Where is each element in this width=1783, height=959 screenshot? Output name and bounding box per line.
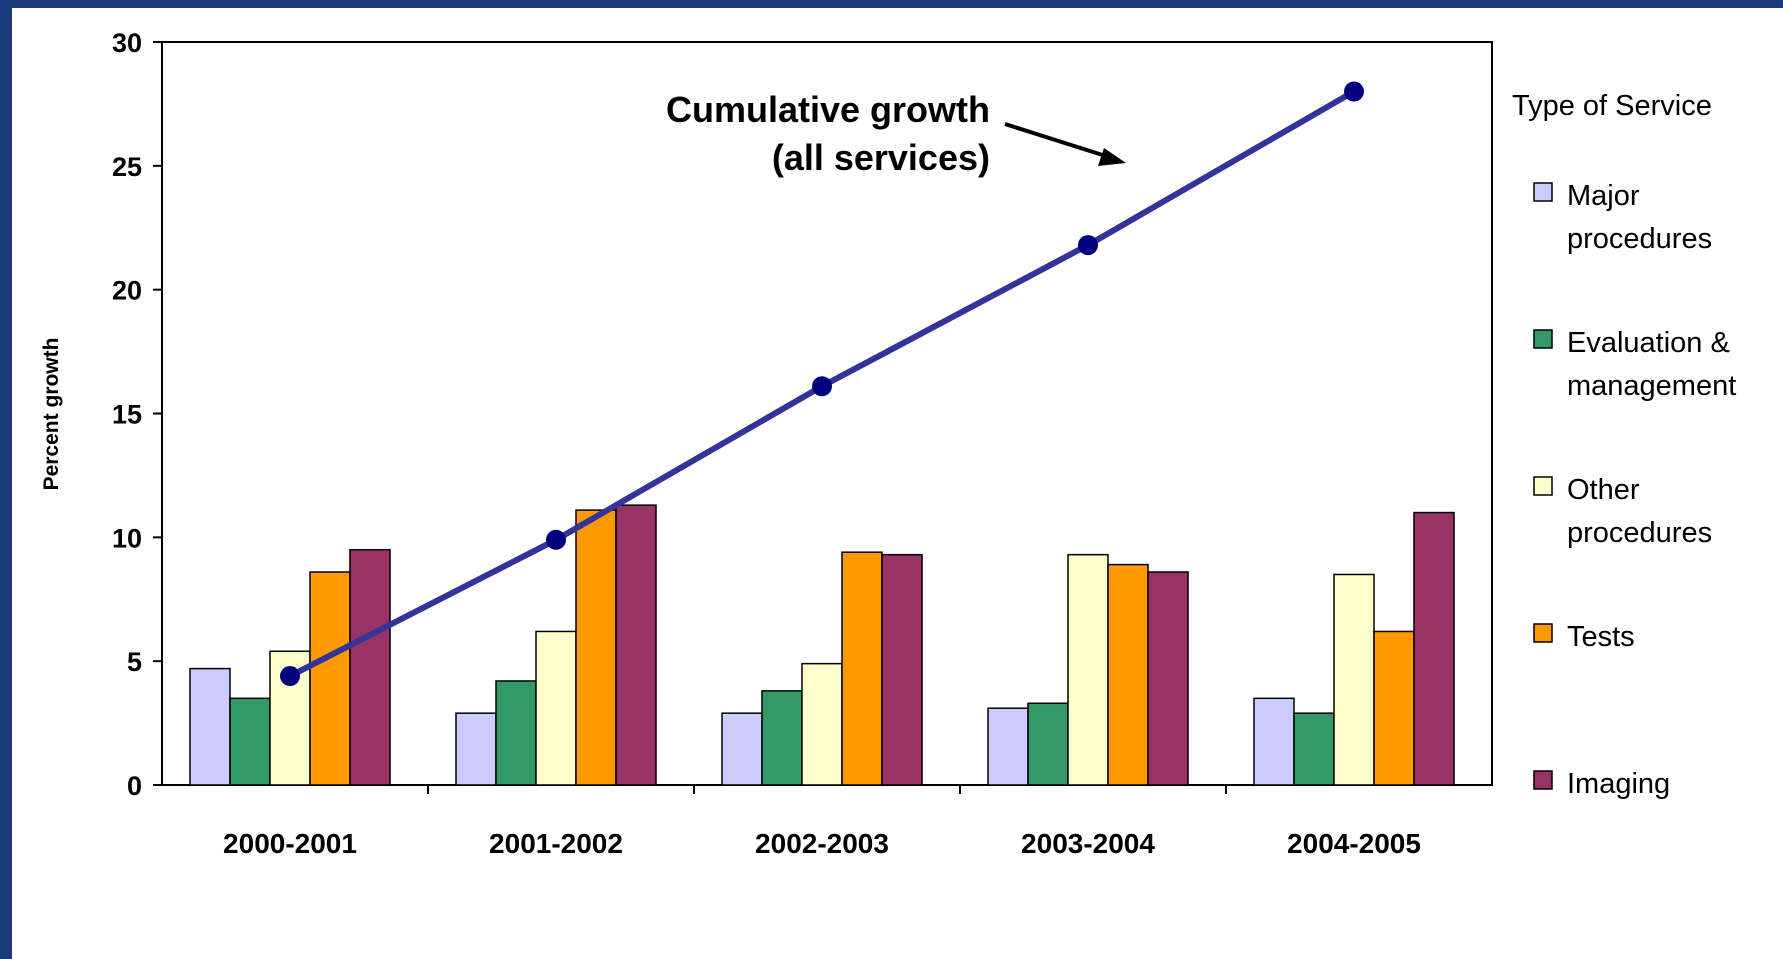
- cumulative-growth-point: [280, 666, 300, 687]
- cumulative-growth-point: [1344, 81, 1364, 102]
- chart: 0 5 10 15 20 25 30 2000-2001 2001-2002 2002-2003…: [40, 28, 1736, 859]
- bar: [1253, 697, 1295, 786]
- bar: [801, 662, 843, 786]
- annotation-line-1: Cumulative growth: [666, 89, 990, 130]
- legend-swatch: [1533, 182, 1553, 202]
- legend-title: Type of Service: [1512, 90, 1712, 122]
- legend-swatch: [1533, 770, 1553, 790]
- bar: [349, 548, 391, 786]
- bar: [229, 697, 271, 786]
- bar: [455, 712, 497, 786]
- legend-label: Major: [1567, 180, 1640, 212]
- cumulative-growth-point: [1078, 235, 1098, 256]
- y-tick-label: 30: [112, 28, 142, 58]
- bar: [615, 504, 657, 786]
- bar: [1107, 563, 1149, 786]
- legend-label: Other: [1567, 474, 1640, 506]
- bar: [1147, 571, 1189, 786]
- category-labels: 2000-2001 2001-2002 2002-2003 2003-2004 2004…: [223, 785, 1421, 859]
- x-tick-label: 2003-2004: [1021, 828, 1155, 859]
- x-tick-label: 2002-2003: [755, 828, 889, 859]
- y-axis-title: Percent growth: [40, 338, 63, 491]
- bar: [1373, 630, 1415, 786]
- bar: [1067, 553, 1109, 786]
- y-tick-label: 25: [112, 152, 142, 182]
- y-tick-label: 5: [127, 647, 142, 677]
- annotation-line-2: (all services): [772, 137, 990, 178]
- bar: [1333, 573, 1375, 786]
- legend-swatch: [1533, 623, 1553, 643]
- bar: [189, 667, 231, 786]
- cumulative-growth-point: [546, 529, 566, 550]
- legend-label: Imaging: [1567, 768, 1670, 800]
- y-axis-ticks: 0 5 10 15 20 25 30: [112, 28, 162, 801]
- legend-label: Tests: [1567, 621, 1635, 653]
- y-tick-label: 0: [127, 771, 142, 801]
- y-tick-label: 20: [112, 276, 142, 306]
- bar: [841, 551, 883, 786]
- x-tick-label: 2004-2005: [1287, 828, 1421, 859]
- legend-swatch: [1533, 329, 1553, 349]
- x-tick-label: 2000-2001: [223, 828, 357, 859]
- bar: [881, 553, 923, 786]
- bar: [575, 509, 617, 786]
- y-tick-label: 15: [112, 400, 142, 430]
- annotation: Cumulative growth (all services): [666, 89, 1126, 178]
- legend-label: management: [1567, 370, 1736, 402]
- bar: [987, 707, 1029, 786]
- bar: [1293, 712, 1335, 786]
- bar: [1027, 702, 1069, 786]
- annotation-arrow-line: [1004, 122, 1113, 160]
- bar: [495, 680, 537, 786]
- legend-label: procedures: [1567, 223, 1712, 255]
- y-tick-label: 10: [112, 523, 142, 553]
- legend: Type of Service Major procedures Evaluatio…: [1512, 90, 1736, 800]
- bar: [1413, 511, 1455, 786]
- legend-swatch: [1533, 476, 1553, 496]
- chart-frame: 0 5 10 15 20 25 30 2000-2001 2001-2002 2002-2003…: [12, 8, 1783, 959]
- legend-label: Evaluation &: [1567, 327, 1730, 359]
- bar: [761, 690, 803, 786]
- legend-label: procedures: [1567, 517, 1712, 549]
- cumulative-growth-point: [812, 376, 832, 397]
- annotation-arrow-head: [1098, 148, 1126, 166]
- bars: [189, 504, 1455, 786]
- bar: [721, 712, 763, 786]
- bar: [535, 630, 577, 786]
- x-tick-label: 2001-2002: [489, 828, 623, 859]
- cumulative-line-layer: [280, 81, 1364, 687]
- bar: [309, 571, 351, 786]
